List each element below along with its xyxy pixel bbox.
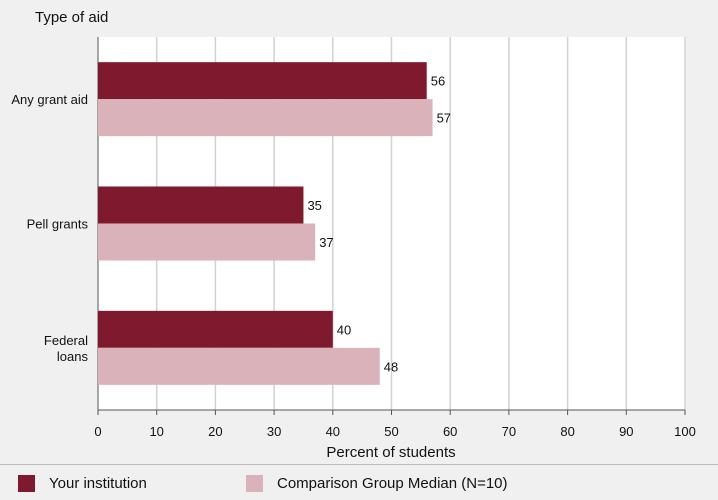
x-axis-title: Percent of students <box>326 444 455 461</box>
x-axis-ticks: 0 10 20 30 40 50 60 70 80 90 100 <box>94 410 696 439</box>
bar-pell-grants-your-institution <box>98 186 304 224</box>
legend-item-your-institution: Your institution <box>18 475 147 492</box>
data-label-any-grant-aid-your-institution: 56 <box>431 74 445 89</box>
legend-label-your-institution: Your institution <box>49 475 147 492</box>
bar-pell-grants-comparison-group-median-n-10 <box>98 223 316 261</box>
bar-federal-loans-your-institution <box>98 310 333 348</box>
x-tick-label-60: 60 <box>443 424 457 439</box>
category-label-any-grant-aid: Any grant aid <box>11 92 88 107</box>
legend-label-comparison-group: Comparison Group Median (N=10) <box>277 475 508 492</box>
x-tick-label-20: 20 <box>208 424 222 439</box>
x-tick-label-10: 10 <box>149 424 163 439</box>
x-tick-label-40: 40 <box>326 424 340 439</box>
bar-federal-loans-comparison-group-median-n-10 <box>98 347 380 385</box>
legend-swatch-comparison-group <box>246 475 263 492</box>
x-tick-label-0: 0 <box>94 424 101 439</box>
data-label-pell-grants-comparison-group-median-n-10: 37 <box>319 235 333 250</box>
category-labels: Any grant aid Pell grants Federal loans <box>11 92 88 364</box>
x-tick-label-90: 90 <box>619 424 633 439</box>
data-label-any-grant-aid-comparison-group-median-n-10: 57 <box>437 111 451 126</box>
x-tick-label-100: 100 <box>674 424 696 439</box>
bar-any-grant-aid-comparison-group-median-n-10 <box>98 99 433 137</box>
x-tick-label-50: 50 <box>384 424 398 439</box>
data-labels: 56 57 35 37 40 48 <box>307 74 451 375</box>
bar-series <box>98 62 433 385</box>
x-tick-label-80: 80 <box>560 424 574 439</box>
bar-any-grant-aid-your-institution <box>98 62 427 100</box>
category-label-federal-loans: Federal loans <box>44 333 89 364</box>
data-label-federal-loans-your-institution: 40 <box>337 322 351 337</box>
x-tick-label-30: 30 <box>267 424 281 439</box>
legend: Your institution Comparison Group Median… <box>0 464 718 500</box>
x-tick-label-70: 70 <box>502 424 516 439</box>
legend-item-comparison-group: Comparison Group Median (N=10) <box>246 475 508 492</box>
y-axis-title: Type of aid <box>35 9 108 26</box>
data-label-federal-loans-comparison-group-median-n-10: 48 <box>384 359 398 374</box>
data-label-pell-grants-your-institution: 35 <box>307 198 321 213</box>
category-label-pell-grants: Pell grants <box>27 217 89 232</box>
legend-swatch-your-institution <box>18 475 35 492</box>
bar-chart: Type of aid 56 57 35 37 40 48 Any grant aid Pe… <box>11 9 696 461</box>
